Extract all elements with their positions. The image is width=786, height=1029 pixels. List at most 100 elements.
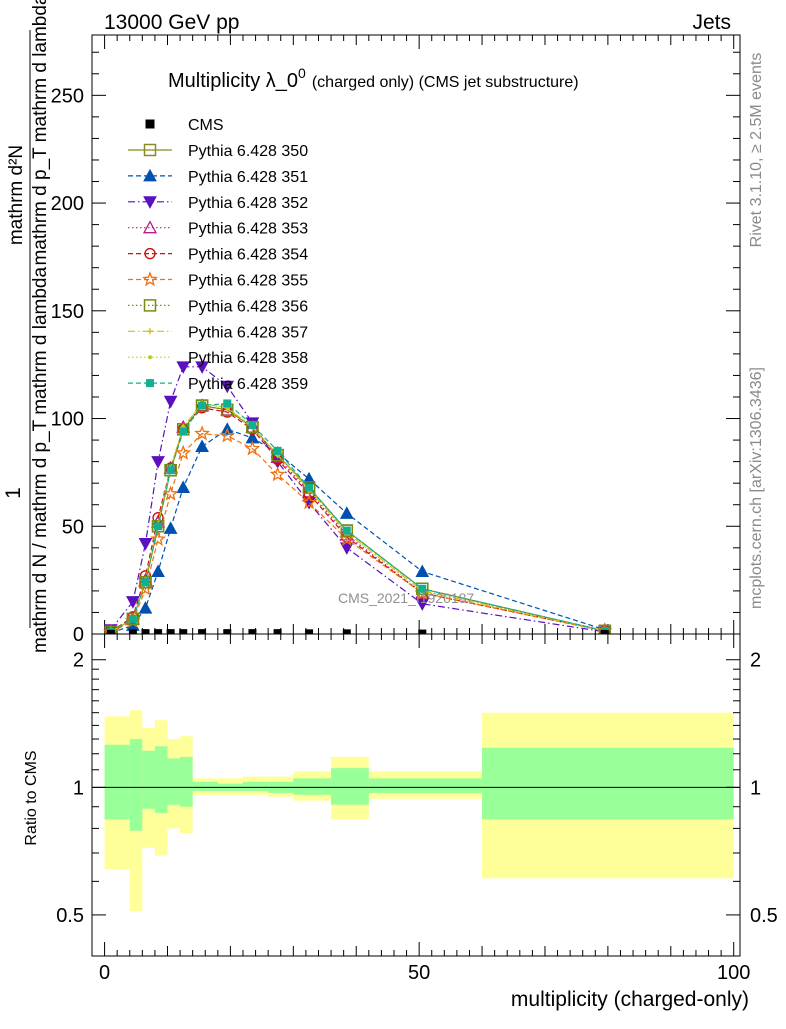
legend-marker-9: [146, 379, 154, 388]
series-6-point-13: [598, 624, 611, 634]
legend-marker-4: [144, 247, 156, 260]
legend-label-2: Pythia 6.428 352: [188, 195, 308, 212]
legend-marker-0: [143, 143, 157, 157]
ratio-band-green-0: [104, 744, 130, 820]
cms-point-6: [198, 629, 207, 634]
series-line-1: [110, 428, 605, 634]
main-ytick-label-50: 50: [62, 516, 84, 538]
main-ylabel: mathrm d N / mathrm d p_T mathrm d lambd…: [30, 267, 51, 654]
ratio-band-green-1: [129, 739, 143, 831]
main-ytick-label-100: 100: [51, 409, 84, 431]
series-9-point-5: [179, 427, 188, 436]
series-1-point-2: [138, 601, 153, 614]
legend-label-3: Pythia 6.428 353: [188, 221, 308, 238]
main-ylabel-frac: mathrm d²N: [6, 145, 27, 245]
legend-label-6: Pythia 6.428 356: [188, 298, 308, 315]
header-left: 13000 GeV pp: [104, 11, 239, 34]
series-1-point-6: [195, 439, 209, 453]
main-data: [102, 361, 613, 634]
cms-point-12: [418, 629, 427, 634]
main-ytick-label-150: 150: [51, 301, 84, 323]
ratio-band-green-5: [180, 756, 193, 807]
legend-cms-label: CMS: [188, 117, 224, 134]
main-title-note: (charged only) (CMS jet substructure): [312, 74, 579, 91]
series-1-point-5: [176, 480, 191, 493]
series-1-point-11: [339, 506, 354, 519]
legend-label-1: Pythia 6.428 351: [188, 169, 308, 186]
series-line-6: [110, 404, 605, 633]
legend-marker-1: [143, 168, 157, 182]
series-5-point-9: [269, 466, 286, 482]
ratio-ylabel: Ratio to CMS: [23, 750, 40, 845]
legend-label-8: Pythia 6.428 358: [188, 350, 308, 367]
cms-point-0: [106, 629, 115, 634]
main-panel: 0 50 100 150 200 250 Multiplicity λ_00(charged…: [51, 34, 741, 646]
ratio-band-green-3: [154, 746, 168, 813]
ratio-xtick-label-0: 0: [99, 962, 110, 984]
ratio-panel: 0.5 0.5 1 1 2 2 0 50 100: [56, 633, 778, 984]
series-6-point-0: [104, 625, 118, 634]
series-1-point-3: [151, 564, 165, 578]
cms-point-10: [305, 629, 314, 634]
series-9-point-4: [166, 466, 175, 475]
ratio-ytick-label-left-1: 1: [73, 777, 84, 799]
header-right: Jets: [692, 11, 731, 34]
series-2-point-5: [176, 361, 191, 374]
cms-point-2: [141, 629, 150, 634]
ratio-ytick-label-right-2: 2: [750, 650, 761, 672]
main-ytick-label-200: 200: [51, 193, 84, 215]
main-ytick-label-0: 0: [73, 624, 84, 646]
legend-label-4: Pythia 6.428 354: [188, 247, 308, 264]
series-6-point-11: [340, 524, 354, 537]
main-title-text: Multiplicity λ_0: [168, 70, 298, 92]
main-ytick-label-250: 250: [51, 85, 84, 107]
series-2-point-4: [163, 395, 178, 409]
ratio-band-green-13: [482, 747, 734, 820]
ratio-band-green-4: [167, 758, 181, 805]
series-2-point-11: [339, 542, 354, 555]
legend-marker-2: [143, 196, 157, 209]
legend-marker-3: [142, 220, 158, 234]
series-9-point-7: [223, 399, 232, 408]
cms-point-7: [223, 629, 232, 634]
series-6-point-12: [416, 582, 429, 596]
legend-marker-8: [148, 355, 152, 360]
series-5-point-5: [175, 444, 192, 460]
series-9-point-2: [141, 578, 150, 587]
legend-label-0: Pythia 6.428 350: [188, 143, 308, 160]
series-5-point-12: [414, 584, 431, 600]
series-2-point-6: [195, 361, 209, 374]
legend-marker-7: [147, 328, 153, 335]
series-6-point-4: [164, 463, 177, 477]
cms-point-1: [128, 629, 137, 634]
series-6-point-3: [151, 520, 165, 533]
ratio-xtick-label-50: 50: [408, 962, 430, 984]
series-9-point-6: [198, 401, 207, 410]
series-9-point-10: [305, 483, 314, 492]
cms-point-13: [600, 629, 609, 634]
series-5-point-2: [137, 580, 154, 596]
series-9-point-8: [248, 420, 257, 429]
series-1-point-4: [163, 521, 178, 534]
series-9-point-11: [342, 526, 351, 535]
series-9-point-9: [273, 446, 282, 455]
ratio-frame: [91, 633, 741, 957]
ratio-band-green-10: [293, 778, 332, 795]
cms-point-3: [154, 629, 163, 634]
ratio-xlabel: multiplicity (charged-only): [511, 988, 749, 1011]
ratio-band-green-11: [331, 768, 369, 805]
main-ylabel-top: 1: [2, 487, 25, 499]
series-9-point-3: [154, 522, 163, 531]
legend-label-5: Pythia 6.428 355: [188, 273, 308, 290]
series-5-point-6: [194, 425, 210, 441]
cms-point-5: [179, 629, 188, 634]
mcplots-label: mcplots.cern.ch [arXiv:1306.3436]: [748, 367, 765, 609]
ratio-xtick-label-100: 100: [717, 962, 750, 984]
series-2-point-12: [415, 598, 430, 611]
series-6-point-10: [302, 481, 316, 494]
main-title: Multiplicity λ_00 (charged only) (CMS jet…: [168, 65, 579, 92]
series-2-point-1: [126, 596, 140, 609]
legend-marker-5: [142, 271, 158, 287]
